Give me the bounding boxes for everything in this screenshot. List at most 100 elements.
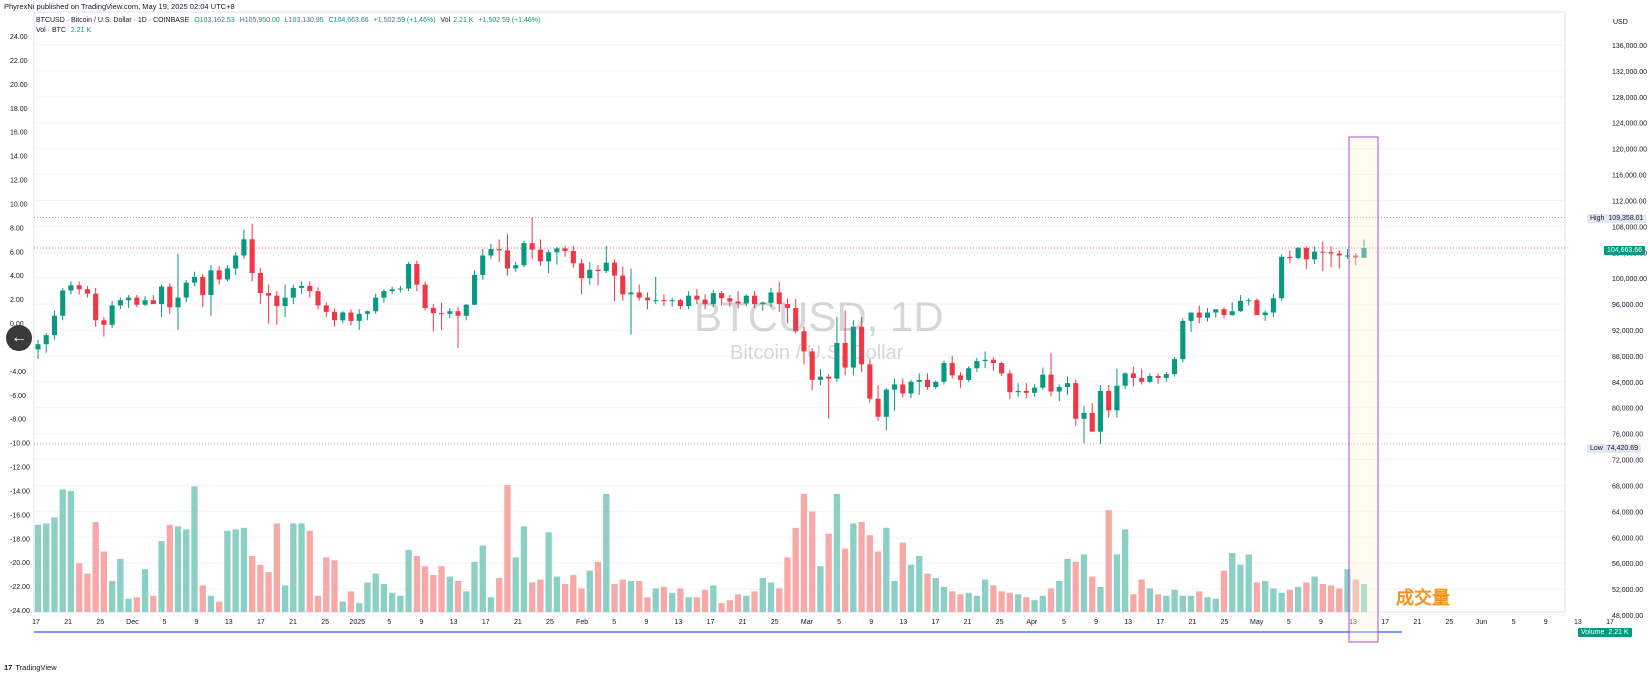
volume-bar	[117, 558, 124, 612]
back-arrow-button[interactable]: ←	[6, 325, 32, 351]
volume-bar	[232, 529, 239, 612]
candle-body	[266, 293, 272, 296]
volume-annotation: 成交量	[1396, 588, 1450, 608]
volume-bar	[183, 529, 190, 612]
volume-bar	[496, 578, 503, 612]
candle-body	[990, 359, 996, 364]
volume-tag-value: 2.21 K	[1608, 629, 1629, 636]
volume-bar	[652, 588, 659, 612]
x-axis-tick: 5	[1512, 619, 1516, 626]
candle-body	[1204, 312, 1211, 318]
volume-bar	[438, 566, 445, 612]
candle-body	[282, 297, 288, 307]
volume-bar	[1327, 585, 1335, 612]
volume-bar	[388, 592, 396, 612]
candle-body	[134, 297, 140, 305]
x-axis-tick: 13	[450, 619, 458, 626]
candle-body	[224, 268, 230, 280]
volume-bar	[949, 591, 956, 612]
candle-body	[933, 381, 939, 387]
volume-bar	[405, 549, 412, 612]
right-axis-tick: 124,000.00	[1612, 121, 1647, 128]
volume-bar	[364, 582, 371, 612]
high-tag-label: High	[1590, 215, 1605, 222]
volume-bar	[1278, 592, 1285, 612]
candle-body	[611, 262, 618, 276]
left-axis-tick: 16.00	[10, 130, 28, 137]
left-axis-tick: 2.00	[10, 297, 24, 304]
candle-body	[109, 305, 115, 325]
x-axis-tick: 5	[837, 619, 841, 626]
volume-bar	[339, 601, 346, 612]
legend-vol-change: +1,502.59 (+1.46%)	[478, 17, 541, 24]
volume-bar	[1064, 558, 1071, 612]
volume-bar	[710, 585, 717, 612]
candle-body	[348, 312, 354, 321]
legend-symbol[interactable]: BTCUSD · Bitcoin / U.S. Dollar · 1D · CO…	[36, 17, 190, 24]
candle-body	[93, 293, 99, 321]
currency-label[interactable]: USD	[1613, 19, 1628, 26]
legend-change: +1,502.59 (+1.46%)	[373, 17, 436, 24]
volume-bar	[1122, 529, 1129, 612]
volume-bar	[537, 579, 544, 612]
volume-bar	[825, 533, 832, 612]
candle-body	[241, 239, 247, 256]
left-axis-tick: 18.00	[10, 106, 28, 113]
candle-body	[537, 249, 543, 262]
volume-bar	[34, 524, 42, 612]
left-axis-tick: -18.00	[10, 536, 30, 543]
x-axis-tick: 21	[514, 619, 522, 626]
volume-bar	[421, 566, 429, 612]
volume-bar	[1187, 595, 1195, 612]
volume-bar	[1336, 588, 1343, 612]
volume-bar	[1031, 600, 1038, 612]
right-axis-tick: 76,000.00	[1612, 432, 1643, 439]
x-axis-tick: May	[1250, 619, 1264, 626]
volume-legend-label[interactable]: Vol · BTC	[36, 27, 66, 34]
right-axis-tick: 136,000.00	[1612, 43, 1647, 50]
low-tag-label: Low	[1590, 445, 1603, 452]
volume-bar	[1270, 588, 1277, 612]
volume-bar	[248, 555, 256, 612]
candle-body	[1344, 255, 1351, 257]
x-axis-tick: 25	[321, 619, 329, 626]
volume-bar	[1113, 554, 1121, 612]
volume-bar	[767, 582, 775, 612]
candle-body	[793, 307, 799, 332]
candle-body	[628, 292, 634, 295]
candle-body	[686, 295, 692, 307]
candle-body	[875, 398, 881, 417]
volume-bar	[331, 560, 338, 612]
candle-body	[488, 249, 494, 256]
candle-body	[850, 326, 856, 368]
candle-body	[735, 301, 741, 304]
candle-body	[653, 300, 659, 302]
candle-body	[867, 364, 873, 399]
volume-bar	[100, 551, 108, 612]
candle-body	[1262, 312, 1268, 316]
candle-body	[521, 243, 527, 266]
left-axis-tick: -16.00	[10, 512, 30, 519]
volume-bar	[512, 557, 519, 612]
volume-bar	[43, 523, 50, 612]
x-axis-tick: 9	[1544, 619, 1548, 626]
tradingview-logo[interactable]: 17 TradingView	[4, 663, 57, 672]
volume-bar	[413, 555, 421, 612]
volume-bar	[570, 575, 577, 612]
candle-body	[298, 285, 305, 288]
x-axis-tick: 25	[771, 619, 779, 626]
x-axis-tick: 17	[257, 619, 265, 626]
volume-bar	[800, 493, 808, 612]
volume-bar	[1212, 598, 1219, 612]
candle-body	[1064, 383, 1071, 387]
legend-open: O103,162.53	[194, 17, 235, 24]
left-axis-tick: -20.00	[10, 560, 30, 567]
volume-bar	[1245, 554, 1252, 612]
volume-bar	[883, 527, 890, 612]
right-axis-tick: 60,000.00	[1612, 535, 1643, 542]
left-axis-tick: 20.00	[10, 82, 28, 89]
right-axis-tick: 132,000.00	[1612, 69, 1647, 76]
candle-body	[216, 270, 222, 280]
x-axis-tick: 17	[1156, 619, 1164, 626]
